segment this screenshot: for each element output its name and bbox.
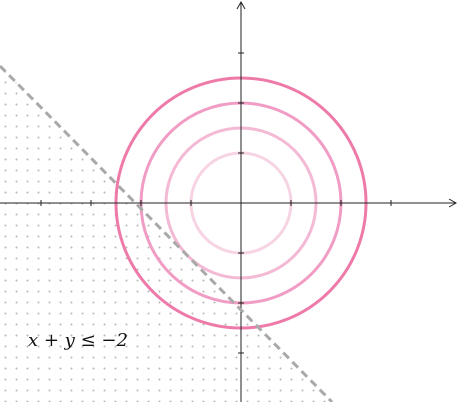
x-axis-arrowhead [448,198,458,208]
axis-ticks [40,52,392,354]
inequality-label: x + y ≤ −2 [28,330,128,351]
boundary-line [0,64,334,402]
y-axis-arrowhead [236,0,246,10]
